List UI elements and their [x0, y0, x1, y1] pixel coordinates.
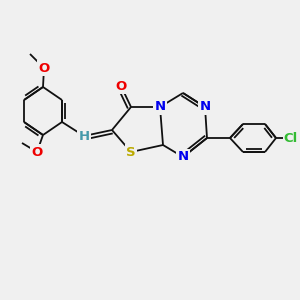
- Text: H: H: [78, 130, 90, 142]
- Text: O: O: [38, 61, 50, 74]
- Text: N: N: [154, 100, 166, 113]
- Text: O: O: [32, 146, 43, 158]
- Text: N: N: [177, 151, 189, 164]
- Text: S: S: [126, 146, 136, 158]
- Text: Cl: Cl: [284, 131, 298, 145]
- Text: O: O: [116, 80, 127, 92]
- Text: N: N: [200, 100, 211, 113]
